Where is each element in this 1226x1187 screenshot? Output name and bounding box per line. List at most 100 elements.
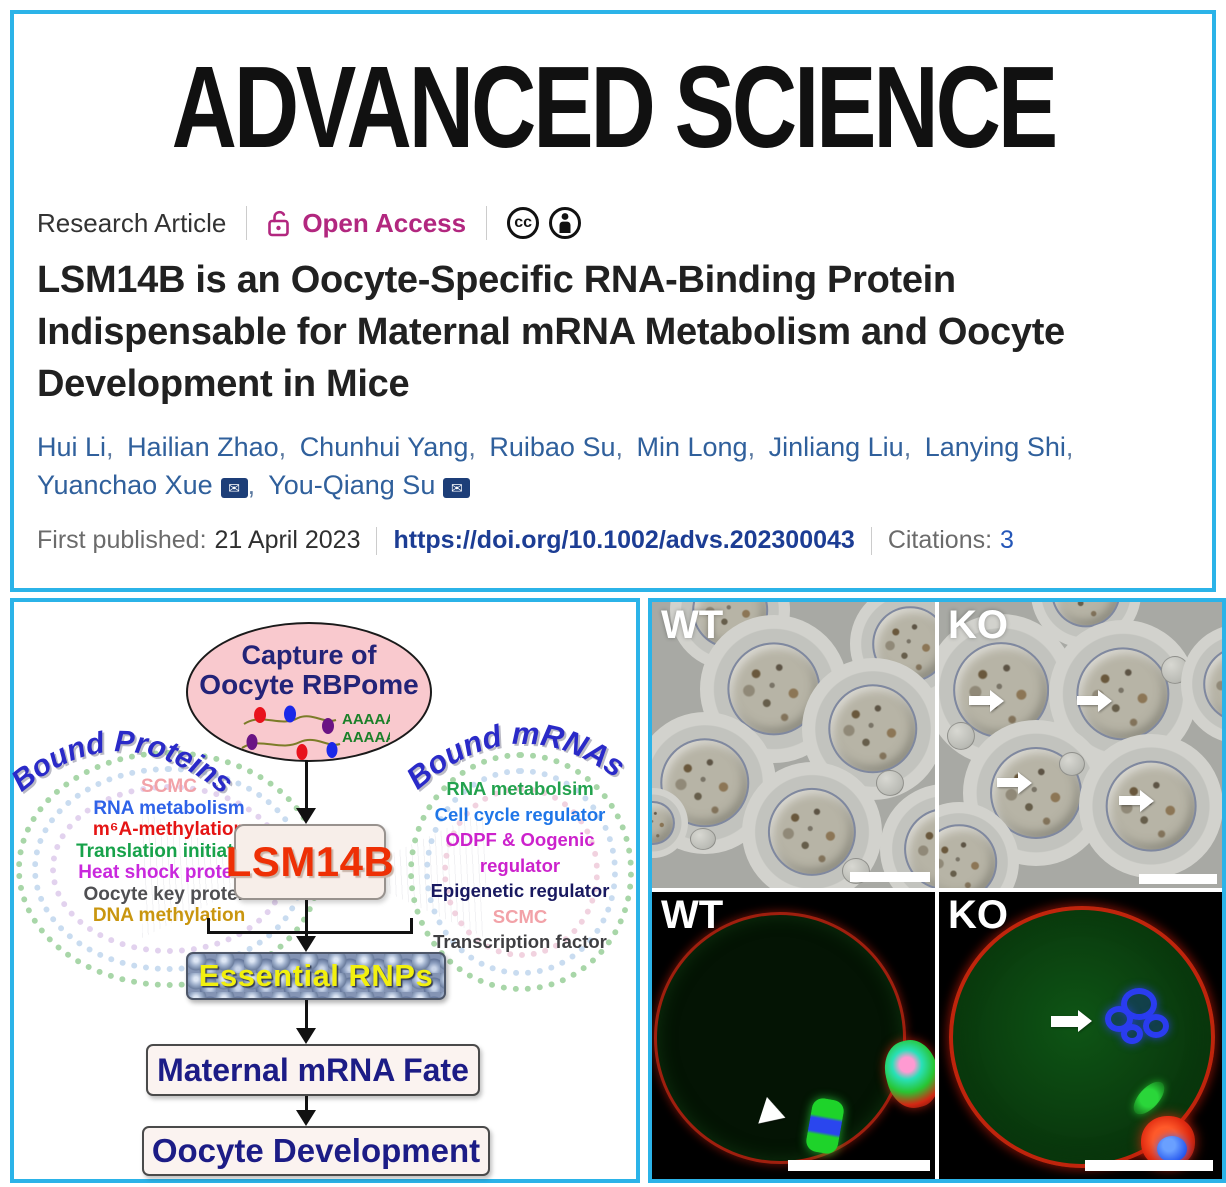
author: Lanying Shi xyxy=(925,432,1080,462)
list-item: RNA metabolism xyxy=(93,797,245,819)
arrow-head xyxy=(296,936,316,952)
panel-label: KO xyxy=(948,603,1008,647)
micrograph-grid: WT KO xyxy=(652,602,1222,1179)
oocyte-cell xyxy=(939,802,1019,888)
citations-label: Citations: xyxy=(887,526,993,554)
divider xyxy=(870,526,872,555)
list-item: Cell cycle regulator xyxy=(434,803,606,825)
arrow-annotation xyxy=(1077,689,1112,712)
list-item: RNA metabolsim xyxy=(446,778,594,799)
author: Yuanchao Xue ✉ xyxy=(37,470,261,500)
essential-rnps-box: Essential RNPs xyxy=(186,952,446,1000)
abnormal-nucleus xyxy=(1105,988,1183,1058)
journal-logo-wrap: ADVANCED SCIENCE xyxy=(37,42,1189,172)
article-meta-row: Research Article Open Access cc xyxy=(37,206,1189,240)
bound-mrnas-arc-title: Bound mRNAs xyxy=(400,716,632,796)
lsm14b-box: LSM14B xyxy=(226,824,394,900)
oocyte-cell xyxy=(742,762,882,888)
capture-line1: Capture of xyxy=(241,640,377,670)
maternal-mrna-fate-label: Maternal mRNA Fate xyxy=(157,1051,469,1088)
cc-license-icon[interactable]: cc xyxy=(507,207,540,239)
arrow-line xyxy=(305,760,308,810)
arrow-annotation xyxy=(969,689,1004,712)
arrow-line xyxy=(305,900,308,938)
list-item: SCMC xyxy=(492,905,548,927)
divider xyxy=(246,206,248,240)
publication-info-row: First published: 21 April 2023 https://d… xyxy=(37,526,1189,555)
author-link[interactable]: Yuanchao Xue xyxy=(37,470,213,500)
bound-proteins-list: SCMC RNA metabolism m⁶A-methylation Tran… xyxy=(16,776,322,927)
arrow-annotation xyxy=(1051,1009,1092,1032)
email-icon[interactable]: ✉ xyxy=(443,478,471,498)
bound-mrnas-cloud xyxy=(408,752,634,992)
arrow-head xyxy=(296,1028,316,1044)
list-item: SCMC xyxy=(141,776,197,797)
author-link[interactable]: Hui Li xyxy=(37,432,107,462)
citations-count[interactable]: 3 xyxy=(1000,526,1014,554)
arrow-head xyxy=(296,1110,316,1126)
scale-bar xyxy=(1085,1160,1213,1171)
published-date: 21 April 2023 xyxy=(214,526,361,554)
person-glyph xyxy=(559,213,571,233)
attribution-icon[interactable] xyxy=(549,207,582,239)
author-link[interactable]: Jinliang Liu xyxy=(768,432,904,462)
list-item: Epigenetic regulator xyxy=(430,880,610,901)
author-link[interactable]: Min Long xyxy=(636,432,748,462)
arrow-annotation xyxy=(1119,789,1154,812)
list-item: Translation initiation xyxy=(76,840,262,862)
arrow-head xyxy=(296,808,316,824)
capture-line2: Oocyte RBPome xyxy=(199,669,419,700)
author: You-Qiang Su ✉ xyxy=(268,470,471,500)
journal-logo: ADVANCED SCIENCE xyxy=(171,42,1058,172)
scale-bar xyxy=(1139,874,1217,884)
list-item: Heat shock proteins xyxy=(78,862,260,883)
list-item: Transcription factor xyxy=(433,931,607,952)
scale-bar xyxy=(850,872,930,882)
arrow-line xyxy=(305,1000,308,1030)
polar-body xyxy=(1128,1076,1197,1168)
open-access-badge: Open Access xyxy=(267,208,466,239)
author-link[interactable]: Chunhui Yang xyxy=(299,432,469,462)
micrograph-figure-panel[interactable]: WT KO xyxy=(648,598,1226,1183)
micrograph-fluor-ko: KO xyxy=(939,892,1222,1179)
arrow-line xyxy=(305,1096,308,1112)
micrograph-dic-wt: WT xyxy=(652,602,935,888)
author: Min Long xyxy=(637,432,762,462)
article-header-panel: ADVANCED SCIENCE Research Article Open A… xyxy=(10,10,1216,592)
author: Hailian Zhao xyxy=(127,432,292,462)
graphical-abstract: Bound Proteins Bound mRNAs SCMC RNA meta… xyxy=(5,602,636,1179)
graphical-abstract-panel[interactable]: Bound Proteins Bound mRNAs SCMC RNA meta… xyxy=(5,598,640,1183)
open-lock-icon xyxy=(268,210,290,236)
license-icons: cc xyxy=(507,207,582,239)
micrograph-dic-ko: KO xyxy=(939,602,1222,888)
list-item: Oocyte key protein xyxy=(83,883,255,905)
article-type-label: Research Article xyxy=(37,207,227,238)
author-link[interactable]: You-Qiang Su xyxy=(268,470,436,500)
divider xyxy=(376,526,378,555)
author-list: Hui Li Hailian Zhao Chunhui Yang Ruibao … xyxy=(37,428,1189,504)
oocyte-cell xyxy=(802,658,935,800)
oocyte-development-label: Oocyte Development xyxy=(151,1132,481,1169)
scale-bar xyxy=(788,1160,930,1171)
merge-bracket xyxy=(207,918,413,934)
author-link[interactable]: Lanying Shi xyxy=(924,432,1066,462)
micrograph-fluor-wt: WT xyxy=(652,892,935,1179)
author: Chunhui Yang xyxy=(300,432,482,462)
author: Hui Li xyxy=(37,432,120,462)
doi-link[interactable]: https://doi.org/10.1002/advs.202300043 xyxy=(393,526,855,554)
email-icon[interactable]: ✉ xyxy=(220,478,248,498)
panel-label: WT xyxy=(661,603,724,647)
author-link[interactable]: Hailian Zhao xyxy=(127,432,279,462)
bound-proteins-arc-title: Bound Proteins xyxy=(5,725,239,800)
oocyte-fluorescence xyxy=(654,912,906,1164)
author-link[interactable]: Ruibao Su xyxy=(489,432,616,462)
arrow-annotation xyxy=(997,771,1032,794)
author: Jinliang Liu xyxy=(769,432,918,462)
article-title: LSM14B is an Oocyte-Specific RNA-Binding… xyxy=(37,259,1065,405)
essential-rnps-label: Essential RNPs xyxy=(198,958,434,993)
bound-mrnas-list: RNA metabolsim Cell cycle regulator ODPF… xyxy=(404,776,636,955)
author: Ruibao Su xyxy=(489,432,629,462)
